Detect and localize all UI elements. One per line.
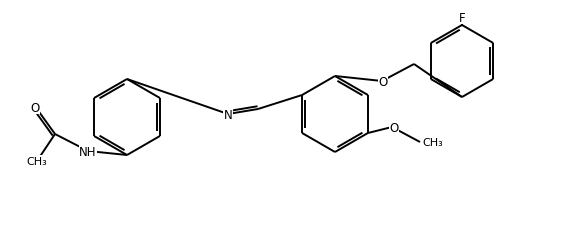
Text: O: O [31,101,40,114]
Text: O: O [379,75,388,88]
Text: N: N [224,108,232,121]
Text: CH₃: CH₃ [422,137,443,147]
Text: CH₃: CH₃ [27,156,47,166]
Text: NH: NH [79,145,97,158]
Text: F: F [459,11,466,24]
Text: O: O [389,121,399,134]
